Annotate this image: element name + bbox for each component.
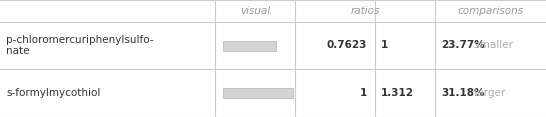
- Text: ratios: ratios: [351, 6, 379, 16]
- Text: 1.312: 1.312: [381, 88, 414, 98]
- Text: 1: 1: [381, 40, 388, 51]
- Bar: [223, 40, 276, 51]
- Bar: [223, 88, 293, 98]
- Text: smaller: smaller: [471, 40, 513, 51]
- Text: larger: larger: [471, 88, 505, 98]
- Text: visual: visual: [240, 6, 270, 16]
- Text: 31.18%: 31.18%: [441, 88, 484, 98]
- Text: 23.77%: 23.77%: [441, 40, 485, 51]
- Text: comparisons: comparisons: [458, 6, 524, 16]
- Text: p-chloromercuriphenylsulfo-
nate: p-chloromercuriphenylsulfo- nate: [6, 35, 153, 56]
- Text: 1: 1: [360, 88, 367, 98]
- Text: s-formylmycothiol: s-formylmycothiol: [6, 88, 100, 98]
- Text: 0.7623: 0.7623: [327, 40, 367, 51]
